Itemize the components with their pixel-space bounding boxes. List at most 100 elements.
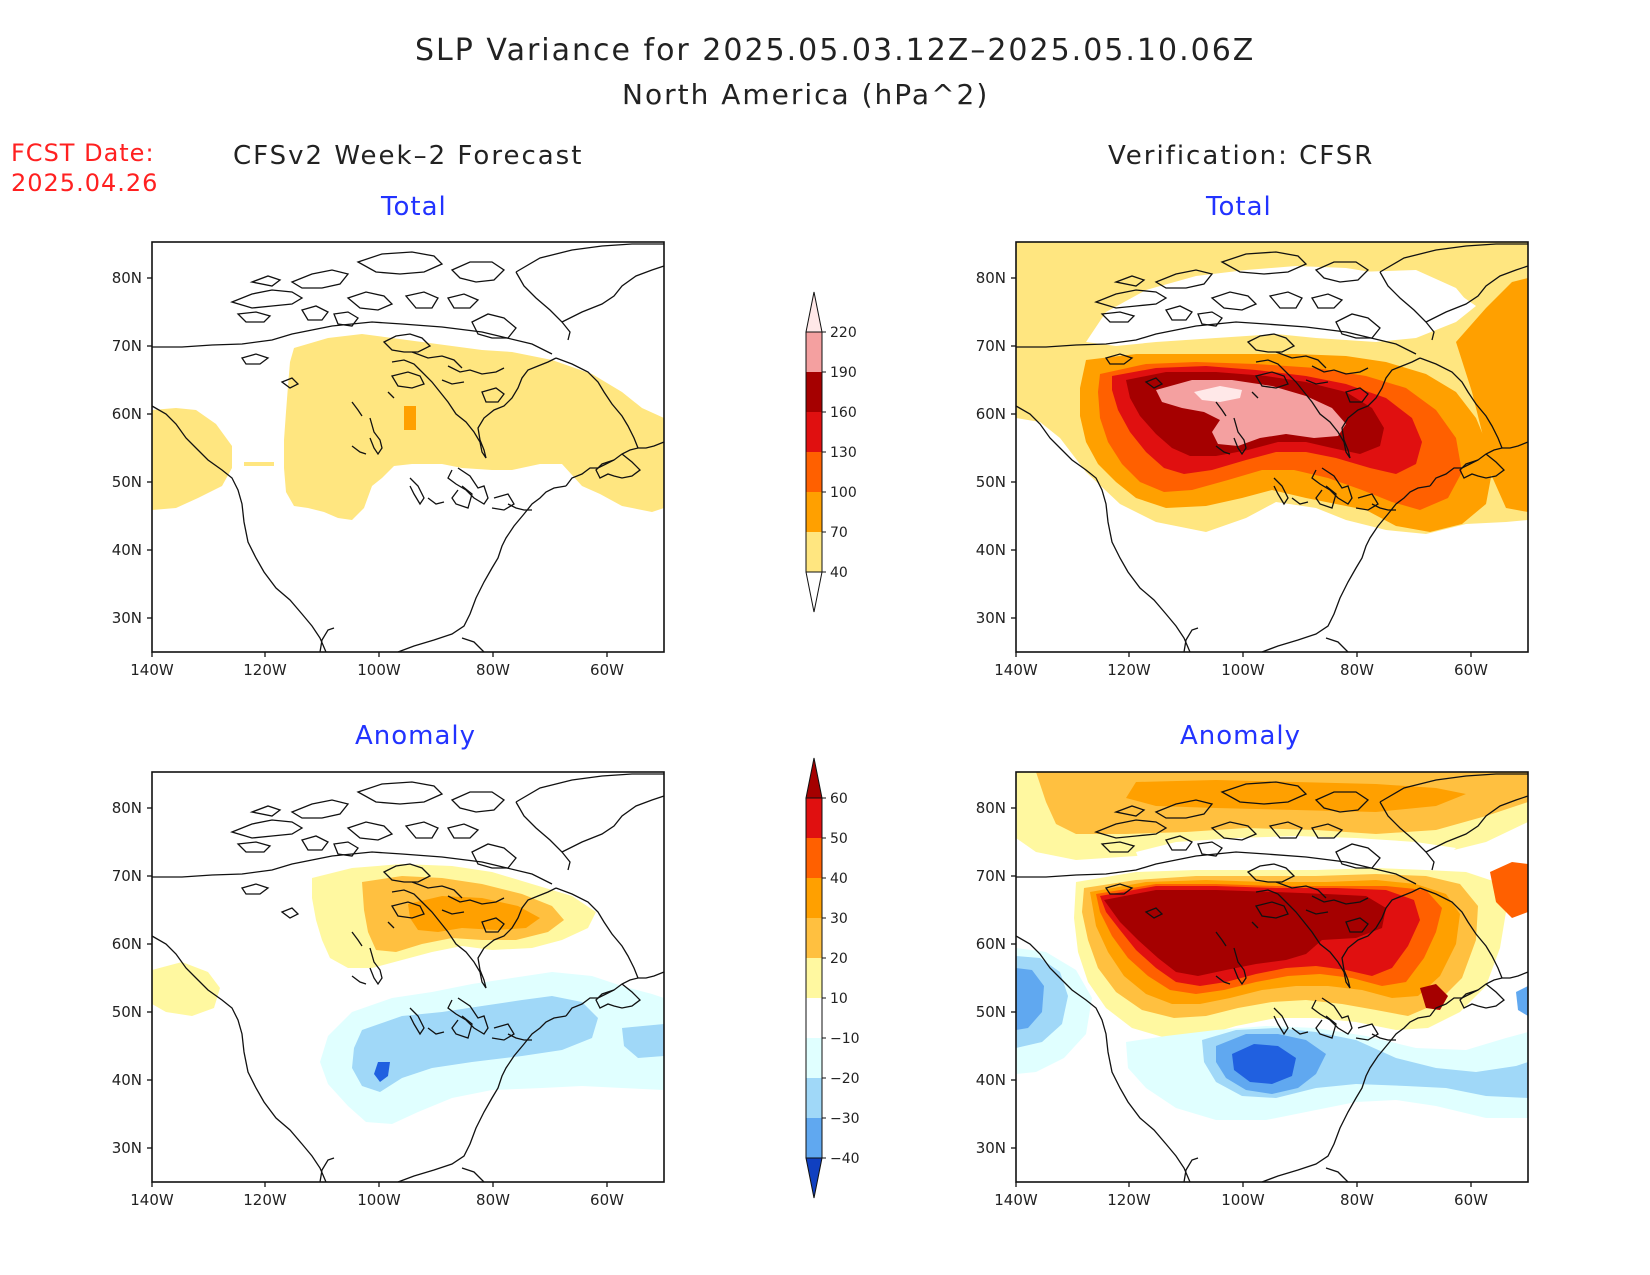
axis-labels: 80N 70N 60N 50N 40N 30N 140W 120W 100W 80W 60W 80N 7… [112, 269, 1488, 1209]
verification-anomaly-shade-40-ne [1490, 862, 1528, 918]
colorbar-total-label: 130 [830, 445, 857, 461]
lon-tick-label: 140W [994, 1191, 1038, 1209]
colorbar-anomaly-frame [805, 797, 823, 1159]
lon-tick-label: 80W [476, 1191, 510, 1209]
lat-tick-label: 30N [112, 609, 142, 627]
lat-tick-label: 40N [112, 541, 142, 559]
colorbar-anomaly-arrow-bottom [805, 1157, 823, 1199]
colorbar-total-label: 190 [830, 365, 857, 381]
lon-tick-label: 60W [590, 1191, 624, 1209]
colorbar-total-segment [806, 492, 822, 532]
colorbar-total-segment [806, 452, 822, 492]
colorbar-anomaly-label: −30 [830, 1111, 860, 1127]
forecast-total-title: Total [381, 192, 447, 222]
verification-total-white-south [1016, 418, 1528, 652]
colorbar-anomaly-segment [806, 1118, 822, 1158]
verification-anomaly-white-north [1136, 836, 1456, 878]
lon-tick-label: 80W [1340, 661, 1374, 679]
lat-tick-label: 50N [112, 473, 142, 491]
lat-tick-label: 70N [976, 867, 1006, 885]
lon-tick-label: 60W [1454, 661, 1488, 679]
lat-tick-label: 80N [976, 799, 1006, 817]
lat-tick-label: 40N [976, 1071, 1006, 1089]
verification-total-shade-220 [1194, 386, 1242, 402]
lon-tick-label: 60W [1454, 1191, 1488, 1209]
colorbar-total-segment [806, 532, 822, 572]
colorbar-total-label: 70 [830, 525, 848, 541]
lon-tick-label: 140W [994, 661, 1038, 679]
verification-anomaly-shade-minus40-south [1232, 1044, 1296, 1084]
lon-tick-label: 140W [130, 1191, 174, 1209]
verification-total-white-northeast [1356, 270, 1466, 308]
colorbar-total-segment [806, 412, 822, 452]
verification-anomaly-title: Anomaly [1180, 721, 1302, 751]
colorbar-anomaly-segment [806, 798, 822, 838]
lat-tick-label: 60N [976, 935, 1006, 953]
forecast-total-shade-70 [404, 406, 416, 430]
lon-tick-label: 120W [243, 661, 287, 679]
lon-tick-label: 80W [1340, 1191, 1374, 1209]
lat-tick-label: 80N [112, 269, 142, 287]
verification-total-title: Total [1206, 192, 1272, 222]
verification-column-heading: Verification: CFSR [1108, 141, 1375, 171]
colorbar-anomaly-segment [806, 838, 822, 878]
colorbar-anomaly-label: 10 [830, 991, 848, 1007]
colorbar-total: 220 190 160 130 100 70 40 [805, 291, 857, 613]
forecast-total-map [146, 241, 665, 658]
colorbar-anomaly-segment [806, 1078, 822, 1118]
colorbar-total-label: 160 [830, 405, 857, 421]
figure-title: SLP Variance for 2025.05.03.12Z–2025.05.… [415, 33, 1256, 68]
forecast-anomaly-shade-minus20 [352, 996, 598, 1092]
lon-tick-label: 140W [130, 661, 174, 679]
lat-tick-label: 70N [112, 337, 142, 355]
verification-anomaly-shade-minus30-ne [1516, 986, 1528, 1016]
forecast-anomaly-shade-minus30 [374, 1062, 390, 1082]
colorbar-anomaly-label: 50 [830, 831, 848, 847]
verification-total-map [1010, 241, 1529, 658]
forecast-anomaly-shade-10-west [152, 962, 220, 1016]
forecast-anomaly-title: Anomaly [355, 721, 477, 751]
colorbar-total-label: 220 [830, 325, 857, 341]
verification-anomaly-shade-60-east [1420, 984, 1448, 1010]
verification-anomaly-shade-minus30-west [1016, 968, 1044, 1030]
colorbar-anomaly-label: 40 [830, 871, 848, 887]
colorbar-total-label: 40 [830, 565, 848, 581]
verification-anomaly-map [1010, 771, 1529, 1188]
lat-tick-label: 40N [976, 541, 1006, 559]
lat-tick-label: 50N [112, 1003, 142, 1021]
colorbar-total-arrow-bottom [805, 571, 823, 613]
lat-tick-label: 70N [112, 867, 142, 885]
fcst-date-label: FCST Date: [11, 139, 155, 167]
lat-tick-label: 80N [112, 799, 142, 817]
lon-tick-label: 100W [357, 661, 401, 679]
lon-tick-label: 100W [1221, 1191, 1265, 1209]
forecast-total-shade-40-main [284, 334, 664, 520]
colorbar-anomaly-label: 20 [830, 951, 848, 967]
colorbar-anomaly-segment [806, 878, 822, 918]
lon-tick-label: 80W [476, 661, 510, 679]
colorbar-anomaly-segment [806, 918, 822, 958]
forecast-anomaly-shade-minus20-east [622, 1024, 664, 1058]
lat-tick-label: 60N [976, 405, 1006, 423]
verification-anomaly-shade-60-body [1104, 890, 1386, 976]
colorbar-anomaly-arrow-top [805, 757, 823, 799]
lon-tick-label: 120W [243, 1191, 287, 1209]
verification-total-shade-70-east [1456, 278, 1528, 512]
lat-tick-label: 50N [976, 473, 1006, 491]
lat-tick-label: 80N [976, 269, 1006, 287]
lon-tick-label: 120W [1107, 1191, 1151, 1209]
colorbar-anomaly: 60 50 40 30 20 10 −10 −20 −30 −40 [805, 757, 860, 1199]
colorbar-anomaly-label: −40 [830, 1151, 860, 1167]
lat-tick-label: 50N [976, 1003, 1006, 1021]
lat-tick-label: 60N [112, 405, 142, 423]
lat-tick-label: 40N [112, 1071, 142, 1089]
forecast-column-heading: CFSv2 Week–2 Forecast [233, 141, 584, 171]
colorbar-anomaly-label: 30 [830, 911, 848, 927]
figure-subtitle: North America (hPa^2) [622, 78, 990, 111]
lat-tick-label: 30N [976, 609, 1006, 627]
forecast-total-shade-40-west [152, 408, 232, 510]
colorbar-anomaly-label: 60 [830, 791, 848, 807]
colorbar-total-segment [806, 372, 822, 412]
colorbar-anomaly-segment [806, 958, 822, 998]
